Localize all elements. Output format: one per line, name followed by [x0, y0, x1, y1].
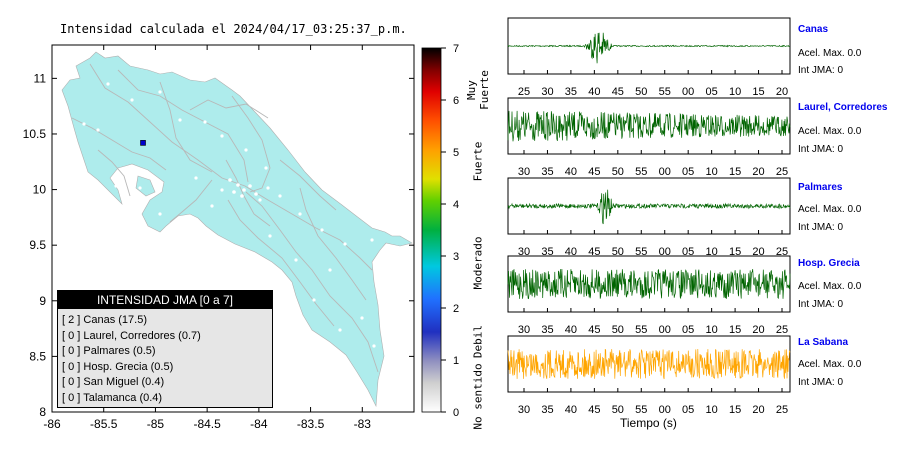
colorbar-tick-label: 4 — [453, 199, 459, 211]
trace-name: Hosp. Grecia — [798, 258, 860, 269]
map-y-tick-label: 8.5 — [29, 349, 46, 363]
map-x-tick-label: -85.5 — [90, 417, 118, 431]
map-x-axis: -86 -85.5 -85 -84.5 -84 -83.5 -83 — [43, 45, 371, 431]
map-title: Intensidad calculada el 2024/04/17_03:25… — [60, 22, 407, 36]
map-y-axis: 11 10.5 10 9.5 9 8.5 8 — [23, 71, 414, 419]
map-x-tick-label: -85 — [147, 417, 165, 431]
intensity-legend: INTENSIDAD JMA [0 a 7] [ 2 ] Canas (17.5… — [57, 290, 273, 408]
colorbar-label: Fuerte — [471, 141, 485, 182]
trace-accel: Acel. Max. 0.0 — [798, 204, 862, 215]
town-dots — [82, 82, 382, 348]
map-x-tick-label: -84 — [250, 417, 268, 431]
map-x-tick-label: -83.5 — [297, 417, 325, 431]
trace-name: La Sabana — [798, 337, 849, 348]
trace-accel: Acel. Max. 0.0 — [798, 281, 862, 292]
colorbar-tick-label: 1 — [453, 355, 459, 367]
colorbar-label: Muy Fuerte — [465, 70, 491, 110]
legend-row: [ 0 ] San Miguel (0.4) — [62, 376, 165, 388]
map-y-tick-label: 8 — [39, 405, 46, 419]
intensity-colorbar: 0 1 2 3 4 5 6 7 — [421, 43, 459, 419]
map-y-tick-label: 9 — [39, 294, 46, 308]
map-y-tick-label: 9.5 — [29, 238, 46, 252]
legend-row: [ 0 ] Hosp. Grecia (0.5) — [62, 360, 174, 373]
legend-row: [ 0 ] Palmares (0.5) — [62, 345, 156, 357]
legend-row: [ 0 ] Talamanca (0.4) — [62, 391, 163, 404]
colorbar-label: Debil — [471, 324, 485, 359]
colorbar-tick-label: 7 — [453, 43, 459, 55]
map-y-tick-label: 11 — [34, 71, 47, 85]
legend-row: [ 0 ] Laurel, Corredores (0.7) — [62, 329, 201, 342]
trace-name: Laurel, Corredores — [798, 102, 888, 113]
trace-accel: Acel. Max. 0.0 — [798, 126, 862, 137]
map-x-tick-label: -83 — [354, 417, 372, 431]
map-x-tick-label: -86 — [43, 417, 61, 431]
legend-title: INTENSIDAD JMA [0 a 7] — [58, 291, 272, 309]
trace-name: Palmares — [798, 182, 843, 193]
colorbar-label: Moderado — [471, 236, 485, 290]
trace-int: Int JMA: 0 — [798, 222, 844, 233]
colorbar-tick-label: 5 — [453, 147, 459, 159]
road-network — [71, 63, 379, 373]
trace-accel: Acel. Max. 0.0 — [798, 359, 862, 370]
trace-int: Int JMA: 0 — [798, 299, 844, 310]
colorbar-tick-label: 6 — [453, 95, 459, 107]
map-y-tick-label: 10.5 — [23, 127, 47, 141]
colorbar-gradient — [421, 47, 442, 413]
trace-int: Int JMA: 0 — [798, 65, 844, 76]
map-y-tick-label: 10 — [33, 183, 47, 197]
trace-int: Int JMA: 0 — [798, 377, 844, 388]
trace-accel: Acel. Max. 0.0 — [798, 48, 862, 59]
map-x-tick-label: -84.5 — [193, 417, 221, 431]
colorbar-label: No sentido — [471, 363, 485, 430]
trace-name: Canas — [798, 24, 829, 35]
nicoya-gulf-island — [135, 175, 156, 197]
trace-int: Int JMA: 0 — [798, 144, 844, 155]
traces-xlabel: Tiempo (s) — [620, 416, 677, 430]
colorbar-tick-label: 2 — [453, 303, 459, 315]
legend-row: [ 2 ] Canas (17.5) — [62, 314, 147, 326]
colorbar-tick-label: 0 — [453, 407, 459, 419]
colorbar-tick-label: 3 — [453, 251, 459, 263]
station-marker-canas — [140, 140, 146, 146]
colorbar-labels: Muy Fuerte Fuerte Moderado Debil No sent… — [465, 45, 491, 430]
